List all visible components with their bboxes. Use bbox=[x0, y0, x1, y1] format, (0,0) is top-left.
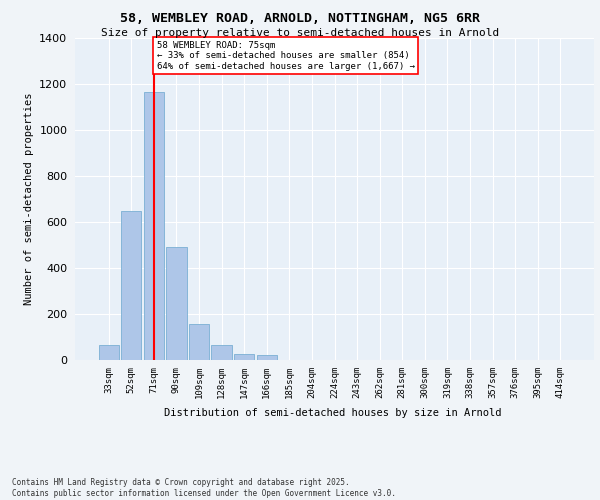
Bar bbox=[121, 212, 142, 360]
Bar bbox=[257, 356, 277, 360]
Text: 58 WEMBLEY ROAD: 75sqm
← 33% of semi-detached houses are smaller (854)
64% of se: 58 WEMBLEY ROAD: 75sqm ← 33% of semi-det… bbox=[157, 41, 415, 71]
Y-axis label: Number of semi-detached properties: Number of semi-detached properties bbox=[23, 92, 34, 305]
Bar bbox=[98, 345, 119, 360]
Text: Contains HM Land Registry data © Crown copyright and database right 2025.
Contai: Contains HM Land Registry data © Crown c… bbox=[12, 478, 396, 498]
Bar bbox=[211, 345, 232, 360]
Bar bbox=[189, 324, 209, 360]
Text: Distribution of semi-detached houses by size in Arnold: Distribution of semi-detached houses by … bbox=[164, 408, 502, 418]
Bar bbox=[166, 247, 187, 360]
Bar bbox=[234, 354, 254, 360]
Bar bbox=[144, 92, 164, 360]
Text: Size of property relative to semi-detached houses in Arnold: Size of property relative to semi-detach… bbox=[101, 28, 499, 38]
Text: 58, WEMBLEY ROAD, ARNOLD, NOTTINGHAM, NG5 6RR: 58, WEMBLEY ROAD, ARNOLD, NOTTINGHAM, NG… bbox=[120, 12, 480, 26]
